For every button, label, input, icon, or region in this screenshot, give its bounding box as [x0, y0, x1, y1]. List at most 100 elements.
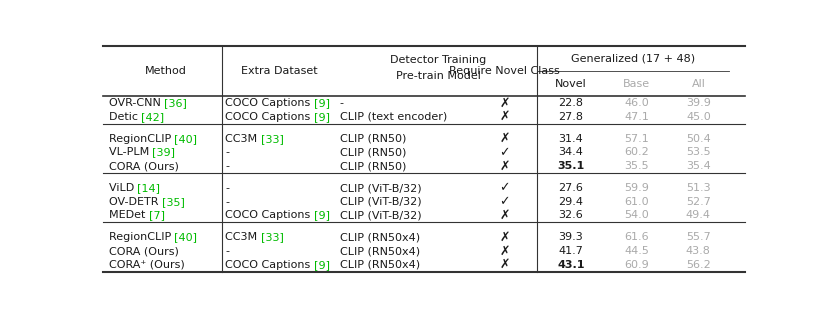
Text: Pre-train Model: Pre-train Model: [395, 71, 480, 81]
Text: CLIP (RN50x4): CLIP (RN50x4): [339, 246, 419, 256]
Text: 51.3: 51.3: [686, 183, 710, 193]
Text: ViLD: ViLD: [108, 183, 137, 193]
Text: -: -: [339, 98, 343, 108]
Text: CLIP (RN50): CLIP (RN50): [339, 161, 405, 171]
Text: CLIP (RN50x4): CLIP (RN50x4): [339, 260, 419, 270]
Text: [9]: [9]: [313, 211, 330, 221]
Text: 41.7: 41.7: [558, 246, 583, 256]
Text: CORA (Ours): CORA (Ours): [108, 161, 182, 171]
Text: 50.4: 50.4: [685, 134, 710, 144]
Text: CLIP (RN50): CLIP (RN50): [339, 134, 405, 144]
Text: 43.1: 43.1: [557, 260, 584, 270]
Text: 39.3: 39.3: [558, 232, 583, 242]
Text: COCO Captions: COCO Captions: [225, 98, 313, 108]
Text: ✗: ✗: [499, 160, 509, 173]
Text: ✗: ✗: [499, 209, 509, 222]
Text: 44.5: 44.5: [624, 246, 648, 256]
Text: 57.1: 57.1: [624, 134, 648, 144]
Text: RegionCLIP: RegionCLIP: [108, 232, 174, 242]
Text: 53.5: 53.5: [686, 148, 710, 158]
Text: ✓: ✓: [499, 195, 509, 208]
Text: ✗: ✗: [499, 258, 509, 271]
Text: Method: Method: [145, 66, 186, 76]
Text: [9]: [9]: [313, 112, 330, 122]
Text: [39]: [39]: [152, 148, 175, 158]
Text: 32.6: 32.6: [558, 211, 583, 221]
Text: 29.4: 29.4: [557, 197, 583, 207]
Text: Require Novel Class: Require Novel Class: [448, 66, 559, 76]
Text: -: -: [225, 183, 229, 193]
Text: VL-PLM: VL-PLM: [108, 148, 152, 158]
Text: [14]: [14]: [137, 183, 160, 193]
Text: 35.5: 35.5: [624, 161, 648, 171]
Text: 47.1: 47.1: [624, 112, 648, 122]
Text: 55.7: 55.7: [685, 232, 710, 242]
Text: 60.9: 60.9: [624, 260, 648, 270]
Text: 52.7: 52.7: [685, 197, 710, 207]
Text: CC3M: CC3M: [225, 134, 261, 144]
Text: 56.2: 56.2: [685, 260, 710, 270]
Text: -: -: [225, 148, 229, 158]
Text: 46.0: 46.0: [624, 98, 648, 108]
Text: [33]: [33]: [261, 134, 284, 144]
Text: CLIP (text encoder): CLIP (text encoder): [339, 112, 447, 122]
Text: MEDet: MEDet: [108, 211, 148, 221]
Text: [33]: [33]: [261, 232, 284, 242]
Text: 54.0: 54.0: [624, 211, 648, 221]
Text: -: -: [225, 197, 229, 207]
Text: CLIP (ViT-B/32): CLIP (ViT-B/32): [339, 211, 421, 221]
Text: CLIP (RN50): CLIP (RN50): [339, 148, 405, 158]
Text: 49.4: 49.4: [685, 211, 710, 221]
Text: 45.0: 45.0: [685, 112, 710, 122]
Text: 39.9: 39.9: [685, 98, 710, 108]
Text: ✗: ✗: [499, 231, 509, 244]
Text: Detector Training: Detector Training: [390, 55, 485, 65]
Text: CLIP (ViT-B/32): CLIP (ViT-B/32): [339, 197, 421, 207]
Text: 27.8: 27.8: [557, 112, 583, 122]
Text: [7]: [7]: [148, 211, 165, 221]
Text: [40]: [40]: [174, 232, 197, 242]
Text: CLIP (ViT-B/32): CLIP (ViT-B/32): [339, 183, 421, 193]
Text: ✗: ✗: [499, 97, 509, 110]
Text: CC3M: CC3M: [225, 232, 261, 242]
Text: Novel: Novel: [554, 79, 586, 89]
Text: ✓: ✓: [499, 182, 509, 195]
Text: COCO Captions: COCO Captions: [225, 211, 313, 221]
Text: 61.0: 61.0: [624, 197, 648, 207]
Text: 34.4: 34.4: [558, 148, 583, 158]
Text: Detic: Detic: [108, 112, 141, 122]
Text: [42]: [42]: [141, 112, 164, 122]
Text: 43.8: 43.8: [685, 246, 710, 256]
Text: Extra Dataset: Extra Dataset: [241, 66, 318, 76]
Text: 35.1: 35.1: [557, 161, 584, 171]
Text: 22.8: 22.8: [557, 98, 583, 108]
Text: Generalized (17 + 48): Generalized (17 + 48): [570, 53, 694, 63]
Text: 31.4: 31.4: [558, 134, 583, 144]
Text: [36]: [36]: [164, 98, 187, 108]
Text: COCO Captions: COCO Captions: [225, 260, 313, 270]
Text: [40]: [40]: [174, 134, 197, 144]
Text: ✗: ✗: [499, 245, 509, 258]
Text: ✗: ✗: [499, 132, 509, 145]
Text: 35.4: 35.4: [685, 161, 710, 171]
Text: [9]: [9]: [313, 98, 330, 108]
Text: ✗: ✗: [499, 110, 509, 123]
Text: Base: Base: [623, 79, 649, 89]
Text: CLIP (RN50x4): CLIP (RN50x4): [339, 232, 419, 242]
Text: CORA (Ours): CORA (Ours): [108, 246, 182, 256]
Text: OVR-CNN: OVR-CNN: [108, 98, 164, 108]
Text: OV-DETR: OV-DETR: [108, 197, 161, 207]
Text: 60.2: 60.2: [624, 148, 648, 158]
Text: 27.6: 27.6: [558, 183, 583, 193]
Text: -: -: [225, 246, 229, 256]
Text: [35]: [35]: [161, 197, 184, 207]
Text: 61.6: 61.6: [624, 232, 648, 242]
Text: [9]: [9]: [313, 260, 330, 270]
Text: COCO Captions: COCO Captions: [225, 112, 313, 122]
Text: ✓: ✓: [499, 146, 509, 159]
Text: -: -: [225, 161, 229, 171]
Text: All: All: [691, 79, 705, 89]
Text: CORA⁺ (Ours): CORA⁺ (Ours): [108, 260, 188, 270]
Text: RegionCLIP: RegionCLIP: [108, 134, 174, 144]
Text: 59.9: 59.9: [624, 183, 648, 193]
